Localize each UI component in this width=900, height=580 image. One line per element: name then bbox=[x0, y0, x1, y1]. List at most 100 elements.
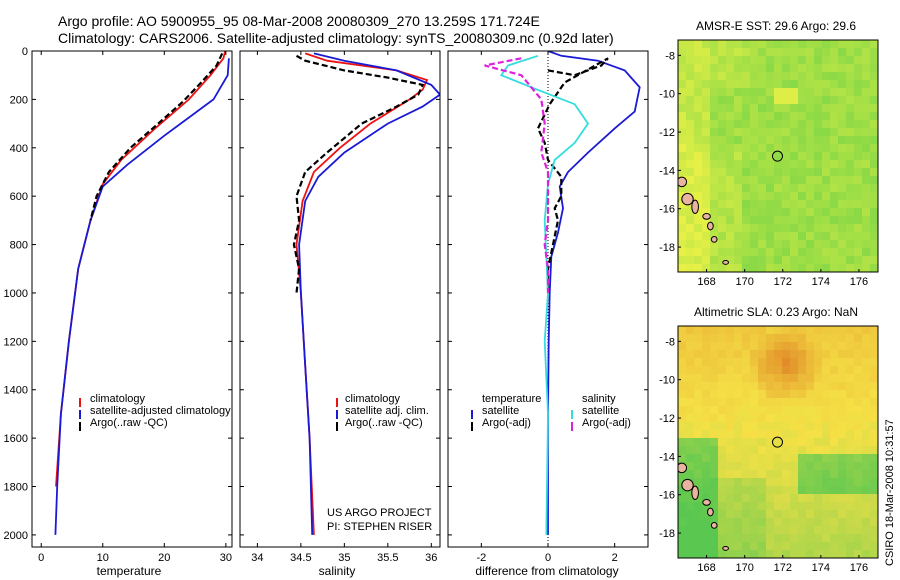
heatmap-cell bbox=[758, 526, 767, 535]
heatmap-cell bbox=[766, 470, 775, 479]
heatmap-cell bbox=[822, 112, 831, 121]
heatmap-cell bbox=[758, 96, 767, 105]
heatmap-cell bbox=[862, 104, 871, 113]
heatmap-cell bbox=[678, 326, 687, 335]
heatmap-cell bbox=[702, 334, 711, 343]
heatmap-cell bbox=[726, 542, 735, 551]
heatmap-cell bbox=[718, 40, 727, 49]
heatmap-cell bbox=[758, 398, 767, 407]
heatmap-cell bbox=[798, 232, 807, 241]
heatmap-cell bbox=[806, 256, 815, 265]
heatmap-cell bbox=[710, 120, 719, 129]
heatmap-cell bbox=[862, 80, 871, 89]
heatmap-cell bbox=[846, 550, 855, 558]
heatmap-cell bbox=[798, 414, 807, 423]
heatmap-cell bbox=[694, 72, 703, 81]
heatmap-cell bbox=[710, 160, 719, 169]
heatmap-cell bbox=[766, 168, 775, 177]
heatmap-cell bbox=[774, 550, 783, 558]
heatmap-cell bbox=[782, 160, 791, 169]
heatmap-cell bbox=[678, 382, 687, 391]
heatmap-cell bbox=[758, 192, 767, 201]
heatmap-cell bbox=[718, 176, 727, 185]
heatmap-cell bbox=[798, 184, 807, 193]
heatmap-cell bbox=[798, 160, 807, 169]
heatmap-cell bbox=[782, 208, 791, 217]
heatmap-cell bbox=[790, 478, 799, 487]
heatmap-cell bbox=[718, 264, 727, 272]
heatmap-cell bbox=[678, 256, 687, 265]
heatmap-cell bbox=[710, 526, 719, 535]
heatmap-cell bbox=[734, 486, 743, 495]
heatmap-cell bbox=[846, 430, 855, 439]
heatmap-cell bbox=[870, 112, 878, 121]
heatmap-cell bbox=[702, 104, 711, 113]
heatmap-cell bbox=[830, 350, 839, 359]
heatmap-cell bbox=[774, 526, 783, 535]
heatmap-cell bbox=[742, 526, 751, 535]
heatmap-cell bbox=[678, 168, 687, 177]
heatmap-cell bbox=[702, 510, 711, 519]
heatmap-cell bbox=[838, 366, 847, 375]
heatmap-cell bbox=[774, 422, 783, 431]
heatmap-cell bbox=[822, 264, 831, 272]
heatmap-cell bbox=[742, 334, 751, 343]
heatmap-cell bbox=[870, 232, 878, 241]
heatmap-cell bbox=[742, 184, 751, 193]
heatmap-cell bbox=[782, 192, 791, 201]
x-tick-label: 170 bbox=[735, 562, 753, 574]
heatmap-cell bbox=[734, 374, 743, 383]
heatmap-cell bbox=[678, 430, 687, 439]
heatmap-cell bbox=[694, 334, 703, 343]
heatmap-cell bbox=[854, 366, 863, 375]
heatmap-cell bbox=[838, 208, 847, 217]
heatmap-cell bbox=[814, 374, 823, 383]
heatmap-cell bbox=[782, 414, 791, 423]
heatmap-cell bbox=[830, 486, 839, 495]
heatmap-cell bbox=[830, 104, 839, 113]
heatmap-cell bbox=[782, 398, 791, 407]
heatmap-cell bbox=[702, 208, 711, 217]
heatmap-cell bbox=[686, 374, 695, 383]
heatmap-cell bbox=[854, 534, 863, 543]
heatmap-cell bbox=[726, 200, 735, 209]
heatmap-cell bbox=[870, 374, 878, 383]
heatmap-cell bbox=[774, 256, 783, 265]
heatmap-cell bbox=[838, 72, 847, 81]
heatmap-cell bbox=[782, 120, 791, 129]
heatmap-cell bbox=[846, 502, 855, 511]
heatmap-cell bbox=[742, 462, 751, 471]
heatmap-cell bbox=[686, 184, 695, 193]
heatmap-cell bbox=[822, 454, 831, 463]
heatmap-cell bbox=[734, 208, 743, 217]
heatmap-cell bbox=[702, 136, 711, 145]
heatmap-cell bbox=[710, 184, 719, 193]
heatmap-cell bbox=[694, 80, 703, 89]
heatmap-cell bbox=[830, 422, 839, 431]
heatmap-cell bbox=[774, 80, 783, 89]
heatmap-cell bbox=[734, 56, 743, 65]
heatmap-cell bbox=[838, 534, 847, 543]
heatmap-cell bbox=[830, 414, 839, 423]
heatmap-cell bbox=[790, 494, 799, 503]
y-tick-label: 2000 bbox=[4, 530, 28, 542]
heatmap-cell bbox=[862, 240, 871, 249]
heatmap-cell bbox=[798, 128, 807, 137]
heatmap-cell bbox=[822, 184, 831, 193]
heatmap-cell bbox=[846, 374, 855, 383]
x-tick-label: 10 bbox=[97, 552, 109, 564]
heatmap-cell bbox=[782, 550, 791, 558]
heatmap-cell bbox=[822, 136, 831, 145]
heatmap-cell bbox=[774, 248, 783, 257]
heatmap-cell bbox=[678, 510, 687, 519]
heatmap-cell bbox=[678, 240, 687, 249]
heatmap-cell bbox=[686, 152, 695, 161]
heatmap-cell bbox=[846, 326, 855, 335]
heatmap-cell bbox=[790, 462, 799, 471]
heatmap-cell bbox=[822, 350, 831, 359]
heatmap-cell bbox=[766, 176, 775, 185]
heatmap-cell bbox=[798, 382, 807, 391]
heatmap-cell bbox=[814, 208, 823, 217]
heatmap-cell bbox=[742, 128, 751, 137]
heatmap-cell bbox=[686, 470, 695, 479]
